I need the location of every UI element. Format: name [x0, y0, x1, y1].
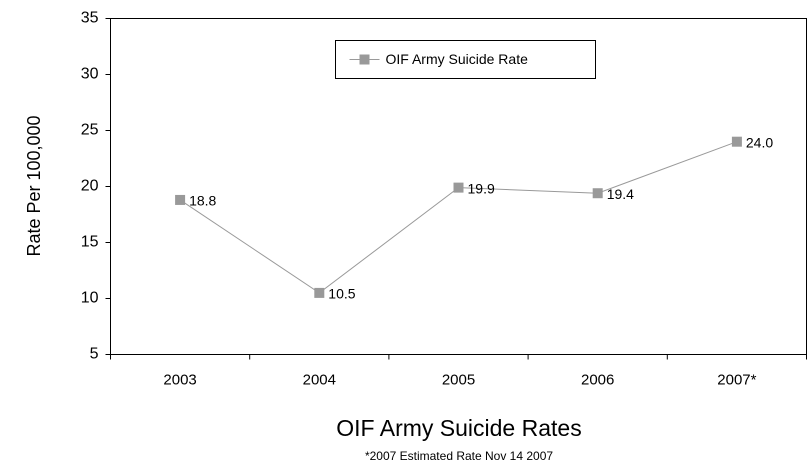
x-tick-label: 2003 [163, 371, 196, 388]
legend-label: OIF Army Suicide Rate [386, 51, 529, 67]
value-label: 19.4 [607, 186, 634, 202]
value-label: 19.9 [468, 180, 495, 196]
series-line [179, 141, 738, 294]
chart-title: OIF Army Suicide Rates [336, 415, 581, 441]
y-axis-label: Rate Per 100,000 [24, 115, 44, 256]
y-tick-label: 5 [90, 346, 99, 363]
point-marker [453, 182, 464, 193]
point-marker [314, 287, 325, 298]
value-label: 10.5 [328, 286, 355, 302]
y-tick-label: 25 [81, 122, 99, 139]
x-tick-label: 2006 [581, 371, 614, 388]
value-label: 18.8 [189, 193, 216, 209]
x-tick-label: 2007* [717, 371, 756, 388]
chart-note: *2007 Estimated Rate Nov 14 2007 [365, 449, 553, 463]
x-tick-label: 2005 [442, 371, 475, 388]
y-tick-label: 30 [81, 66, 99, 83]
legend-marker [359, 54, 370, 65]
y-tick-label: 15 [81, 234, 99, 251]
value-label: 24.0 [746, 134, 773, 150]
x-tick-label: 2004 [303, 371, 336, 388]
point-marker [175, 194, 186, 205]
y-tick-label: 20 [81, 178, 99, 195]
point-marker [592, 188, 603, 199]
y-tick-label: 10 [81, 290, 99, 307]
y-tick-label: 35 [81, 10, 99, 27]
point-marker [731, 136, 742, 147]
